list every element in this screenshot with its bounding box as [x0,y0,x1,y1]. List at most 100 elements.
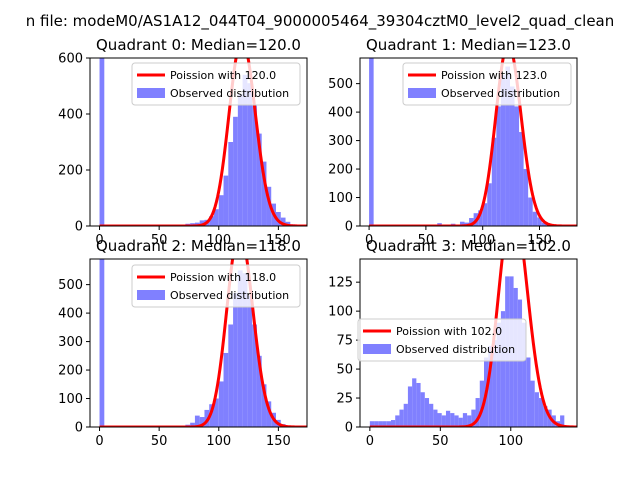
histogram-bar [395,415,400,427]
x-tick-label: 0 [365,233,373,248]
histogram-bar [412,378,417,427]
legend: Poission with 102.0 Observed distribution [357,318,527,362]
y-tick-label: 100 [328,191,353,206]
histogram-bar [233,293,238,427]
legend-label-observed: Observed distribution [441,87,560,100]
histogram-bar [266,186,272,226]
histogram-bar [522,322,527,427]
histogram-bar [214,398,219,427]
legend-bar-swatch [137,88,165,98]
histogram-bar [209,404,214,427]
histogram-bar [223,175,229,226]
histogram-bar [416,382,421,427]
x-tick-label: 150 [266,233,291,248]
histogram-bar [514,106,520,226]
histogram-bar [261,161,267,226]
legend-bar-swatch [408,88,436,98]
x-tick-label: 100 [498,434,523,449]
histogram-bar [532,211,538,226]
legend-box [131,62,301,106]
y-tick-label: 500 [328,77,353,92]
histogram-bar [218,381,224,427]
plot-area [99,58,307,226]
histogram-bar [261,384,267,427]
histogram-bar [407,386,413,427]
histogram-bar [437,413,442,427]
legend-label-observed: Observed distribution [396,343,515,356]
chart-panel-0: Quadrant 0: Median=120.0 0 50 100 150 0 200 400… [58,36,308,248]
poisson-curve [368,58,577,226]
legend-label-poisson: Poission with 120.0 [170,69,276,82]
y-tick-label: 600 [58,52,83,67]
legend: Poission with 118.0 Observed distribution [131,264,301,308]
x-tick-label: 100 [206,233,231,248]
histogram-bar [458,417,463,427]
histogram-bar [214,209,219,226]
histogram-bar [228,324,234,427]
panel-title: Quadrant 2: Median=118.0 [96,237,301,255]
x-tick-label: 100 [206,434,231,449]
chart-panel-2: Quadrant 2: Median=118.0 0 50 100 150 0 100 200… [58,237,308,449]
plot-area [99,259,307,427]
y-tick-label: 200 [58,364,83,379]
histogram-bar [190,422,195,427]
histogram-bar [237,94,243,226]
histogram-bar [538,398,544,427]
x-tick-label: 0 [366,434,374,449]
y-tick-label: 50 [336,363,353,378]
histogram-bar [445,410,451,427]
x-tick-label: 50 [151,434,168,449]
histogram-bar [237,270,243,427]
histogram-bar [478,210,483,226]
histogram-bar [199,417,205,427]
histogram-bar [256,133,262,226]
legend: Poission with 120.0 Observed distribution [131,62,301,106]
histogram-bar [280,217,286,226]
y-tick-label: 125 [328,276,353,291]
histogram-bar [500,311,506,427]
histogram-bar [209,216,214,226]
histogram-bar [496,322,501,427]
histogram-bar [378,421,383,427]
histogram-bar [429,403,434,427]
y-tick-label: 300 [58,335,83,350]
histogram-bar [492,340,497,427]
x-tick-label: 50 [418,233,435,248]
legend-label-poisson: Poission with 123.0 [441,69,547,82]
histogram-bar [491,137,497,226]
panel-title: Quadrant 1: Median=123.0 [366,36,571,54]
legend-box [402,62,572,106]
histogram-bar [194,415,200,427]
histogram-bar [99,58,105,226]
y-tick-label: 100 [58,392,83,407]
histogram-bar [233,116,238,226]
y-tick-label: 200 [328,163,353,178]
histogram-bar [450,413,455,427]
axes-frame [359,57,578,227]
histogram-bar [517,299,523,427]
histogram-bar [247,83,253,226]
histogram-bar [534,392,539,427]
histogram-bar [266,401,272,427]
legend-box [131,264,301,308]
x-tick-label: 150 [527,233,552,248]
y-tick-label: 400 [328,106,353,121]
histogram-bar [369,421,375,427]
histogram-bar [469,218,474,226]
histogram-bar [505,66,510,226]
legend: Poission with 123.0 Observed distribution [402,62,572,106]
histogram-bar [424,398,430,427]
legend-label-observed: Observed distribution [170,87,289,100]
histogram-bar [541,222,547,226]
histogram-bar [256,355,262,427]
histogram-bar [242,74,248,226]
y-tick-label: 0 [75,421,83,436]
y-tick-label: 500 [58,278,83,293]
histogram-bar [374,421,379,427]
histogram-bar [228,142,234,226]
plot-area [368,58,577,226]
histogram-bar [391,420,396,427]
poisson-curve [369,259,577,427]
y-tick-label: 300 [328,134,353,149]
legend-bar-swatch [363,344,391,354]
